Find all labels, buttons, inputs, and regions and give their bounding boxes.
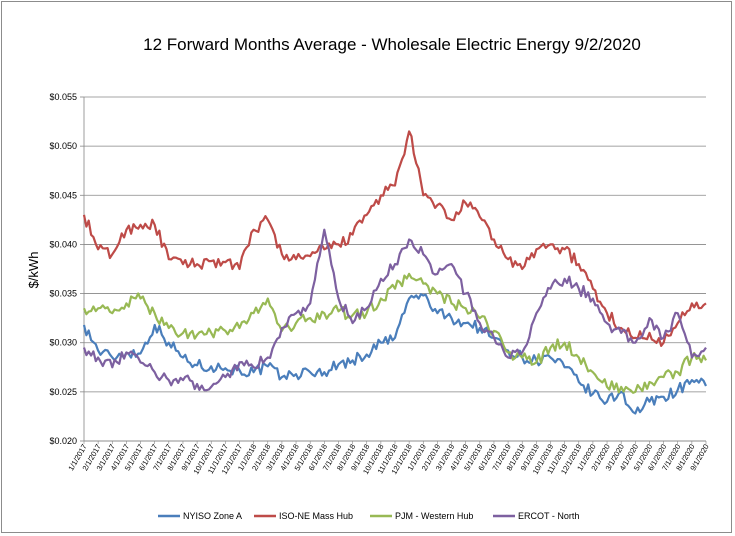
y-tick-labels: $0.020 $0.025 $0.030 $0.035 $0.040 $0.045 $0.0… [49, 92, 77, 446]
y-tick-label: $0.050 [49, 141, 77, 151]
series-line-ercot-north [82, 228, 707, 392]
legend-label: ERCOT - North [518, 511, 579, 521]
legend-label: NYISO Zone A [183, 511, 242, 521]
x-tick-labels: 1/1/20172/1/20173/1/20174/1/20175/1/2017… [66, 443, 710, 476]
y-axis-label: $/kWh [26, 252, 41, 289]
y-tick-label: $0.035 [49, 289, 77, 299]
y-tick-label: $0.020 [49, 436, 77, 446]
axes [80, 96, 707, 444]
gridlines [84, 96, 706, 442]
legend-label: ISO-NE Mass Hub [279, 511, 353, 521]
series-line-nyiso-zone-a [82, 293, 707, 415]
y-tick-label: $0.030 [49, 338, 77, 348]
y-tick-label: $0.055 [49, 92, 77, 102]
series-line-pjm-western-hub [82, 272, 707, 394]
y-tick-label: $0.045 [49, 190, 77, 200]
y-tick-label: $0.040 [49, 239, 77, 249]
series-lines [82, 130, 707, 415]
chart-title: 12 Forward Months Average - Wholesale El… [143, 35, 641, 54]
legend-label: PJM - Western Hub [395, 511, 473, 521]
legend: NYISO Zone A ISO-NE Mass Hub PJM - Western… [158, 511, 579, 521]
y-tick-label: $0.025 [49, 387, 77, 397]
series-line-iso-ne-mass-hub [82, 130, 707, 347]
